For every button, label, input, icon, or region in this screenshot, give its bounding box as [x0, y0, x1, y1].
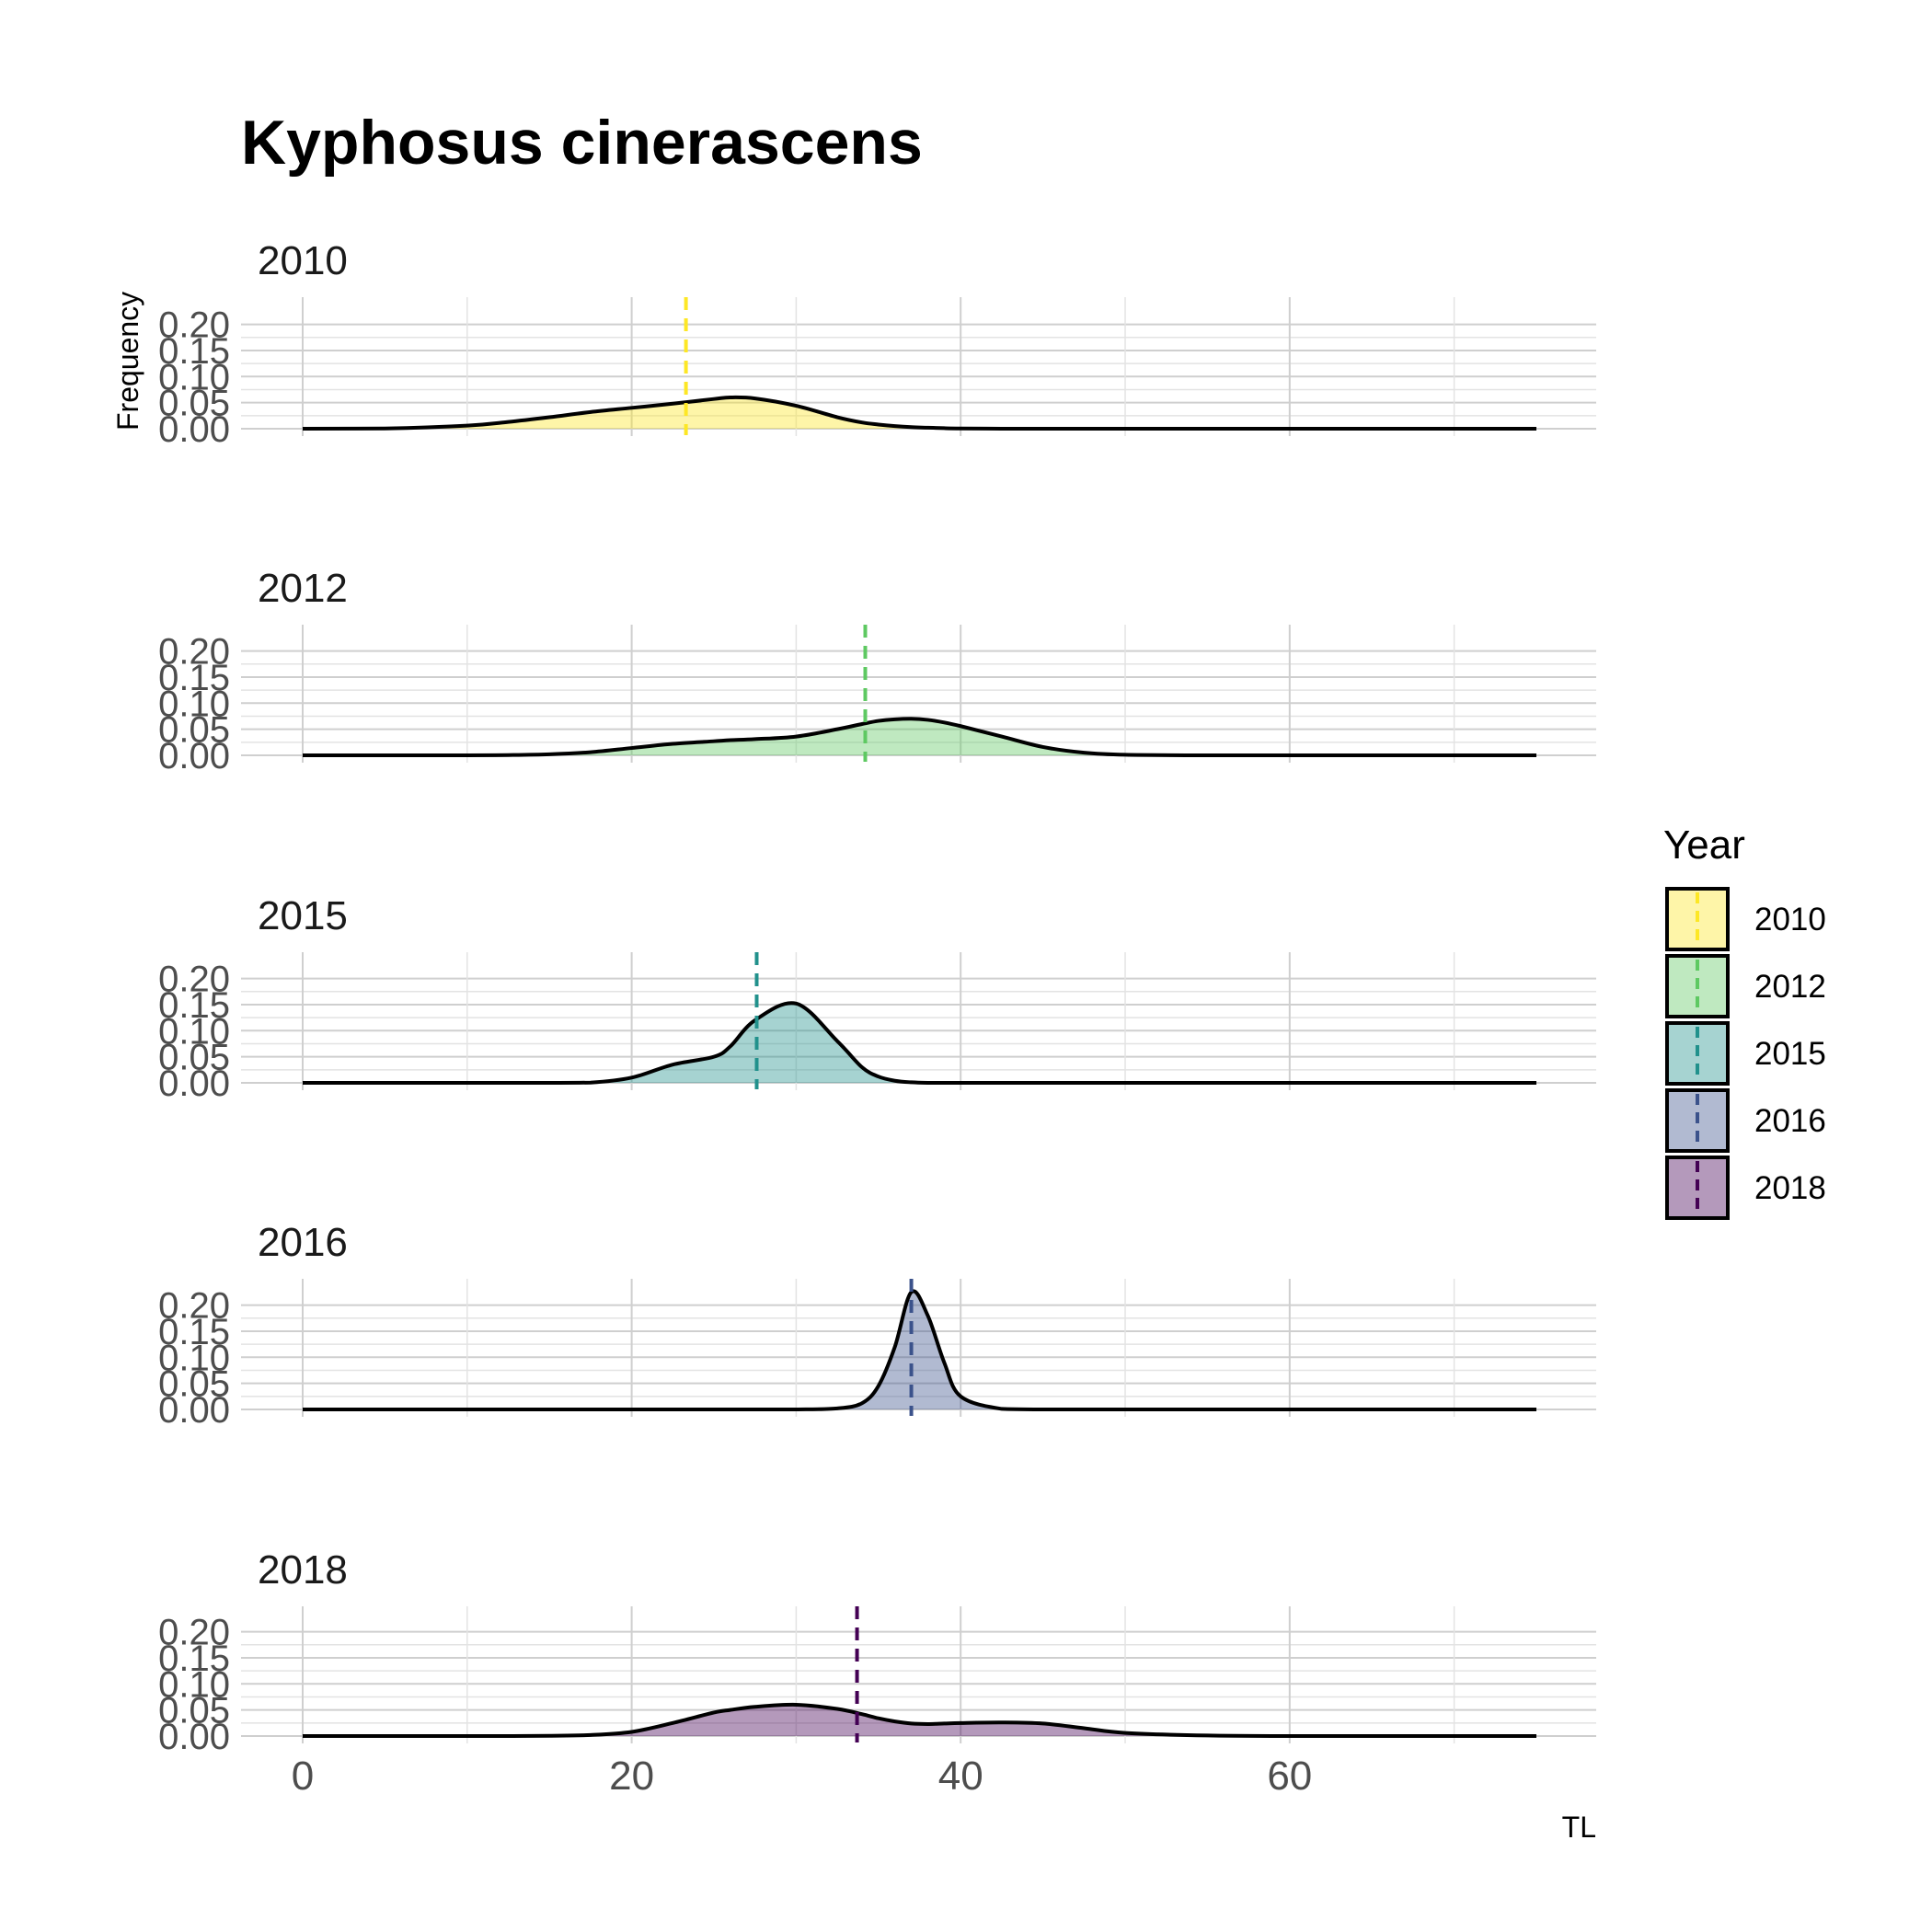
y-tick-label: 0.05 [158, 1691, 230, 1731]
y-tick-label: 0.05 [158, 384, 230, 424]
strip-label: 2018 [258, 1547, 348, 1593]
strip-label: 2015 [258, 893, 348, 938]
y-tick-label: 0.00 [158, 1064, 230, 1104]
y-tick-label: 0.15 [158, 658, 230, 698]
density-line-2015 [303, 1001, 1536, 1086]
density-line-2010 [302, 395, 1536, 431]
legend-item-2015: 2015 [1665, 1021, 1826, 1086]
y-tick-label: 0.05 [158, 710, 230, 751]
y-tick-label: 0.00 [158, 736, 230, 776]
density-line-2012 [303, 717, 1536, 758]
chart-title: Kyphosus cinerascens [241, 108, 923, 178]
panel-2012: 2012 0.000.050.100.150.20 [158, 566, 1596, 776]
y-tick-label: 0.05 [158, 1038, 230, 1078]
legend-title: Year [1663, 822, 1745, 868]
y-tick-label: 0.10 [158, 1664, 230, 1705]
facet-panels: 20100.000.050.100.150.2020120.000.050.10… [158, 238, 1596, 1757]
density-area-2018 [303, 1704, 1536, 1736]
legend-label: 2016 [1754, 1103, 1826, 1139]
density-line-2018 [303, 1702, 1536, 1739]
y-tick-label: 0.20 [158, 960, 230, 1000]
y-tick-label: 0.20 [158, 305, 230, 346]
legend-item-2010: 2010 [1665, 887, 1826, 951]
legend-label: 2015 [1754, 1036, 1826, 1072]
y-tick-label: 0.20 [158, 632, 230, 673]
y-tick-label: 0.10 [158, 1338, 230, 1378]
panel-2015: 2015 0.000.050.100.150.20 [158, 893, 1596, 1104]
legend-item-2018: 2018 [1665, 1156, 1826, 1220]
legend-item-2012: 2012 [1665, 954, 1826, 1018]
x-axis-label: TL [1562, 1811, 1596, 1844]
y-tick-label: 0.00 [158, 1390, 230, 1431]
density-area-2016 [303, 1291, 1536, 1409]
density-area-2012 [303, 719, 1536, 755]
legend: Year 2010 2012 2015 2016 2018 [1663, 822, 1826, 1220]
y-tick-label: 0.10 [158, 1011, 230, 1052]
panel-2018: 2018 0.000.050.100.150.20 [158, 1547, 1596, 1757]
x-tick-label: 60 [1267, 1754, 1312, 1799]
density-area-2010 [303, 397, 1536, 429]
y-tick-label: 0.10 [158, 684, 230, 724]
y-tick-label: 0.10 [158, 357, 230, 397]
strip-label: 2010 [258, 238, 348, 283]
x-tick-label: 20 [609, 1754, 654, 1799]
panel-2010: 2010 0.000.050.100.150.20 [158, 238, 1596, 450]
y-tick-label: 0.15 [158, 331, 230, 372]
y-tick-label: 0.00 [158, 409, 230, 450]
y-tick-label: 0.15 [158, 985, 230, 1026]
density-line-2016 [303, 1289, 1536, 1412]
x-tick-label: 0 [292, 1754, 314, 1799]
x-axis: 0 20 40 60 [292, 1754, 1313, 1799]
strip-label: 2016 [258, 1220, 348, 1265]
y-axis-label: Frequency [111, 292, 144, 431]
legend-label: 2018 [1754, 1170, 1826, 1206]
y-tick-label: 0.15 [158, 1639, 230, 1679]
y-tick-label: 0.15 [158, 1312, 230, 1352]
x-tick-label: 40 [938, 1754, 983, 1799]
legend-item-2016: 2016 [1665, 1088, 1826, 1153]
y-tick-label: 0.05 [158, 1364, 230, 1405]
y-tick-label: 0.00 [158, 1717, 230, 1757]
strip-label: 2012 [258, 566, 348, 611]
panel-2016: 2016 0.000.050.100.150.20 [158, 1220, 1596, 1431]
y-tick-label: 0.20 [158, 1286, 230, 1327]
legend-label: 2010 [1754, 902, 1826, 937]
legend-label: 2012 [1754, 969, 1826, 1005]
y-tick-label: 0.20 [158, 1613, 230, 1653]
